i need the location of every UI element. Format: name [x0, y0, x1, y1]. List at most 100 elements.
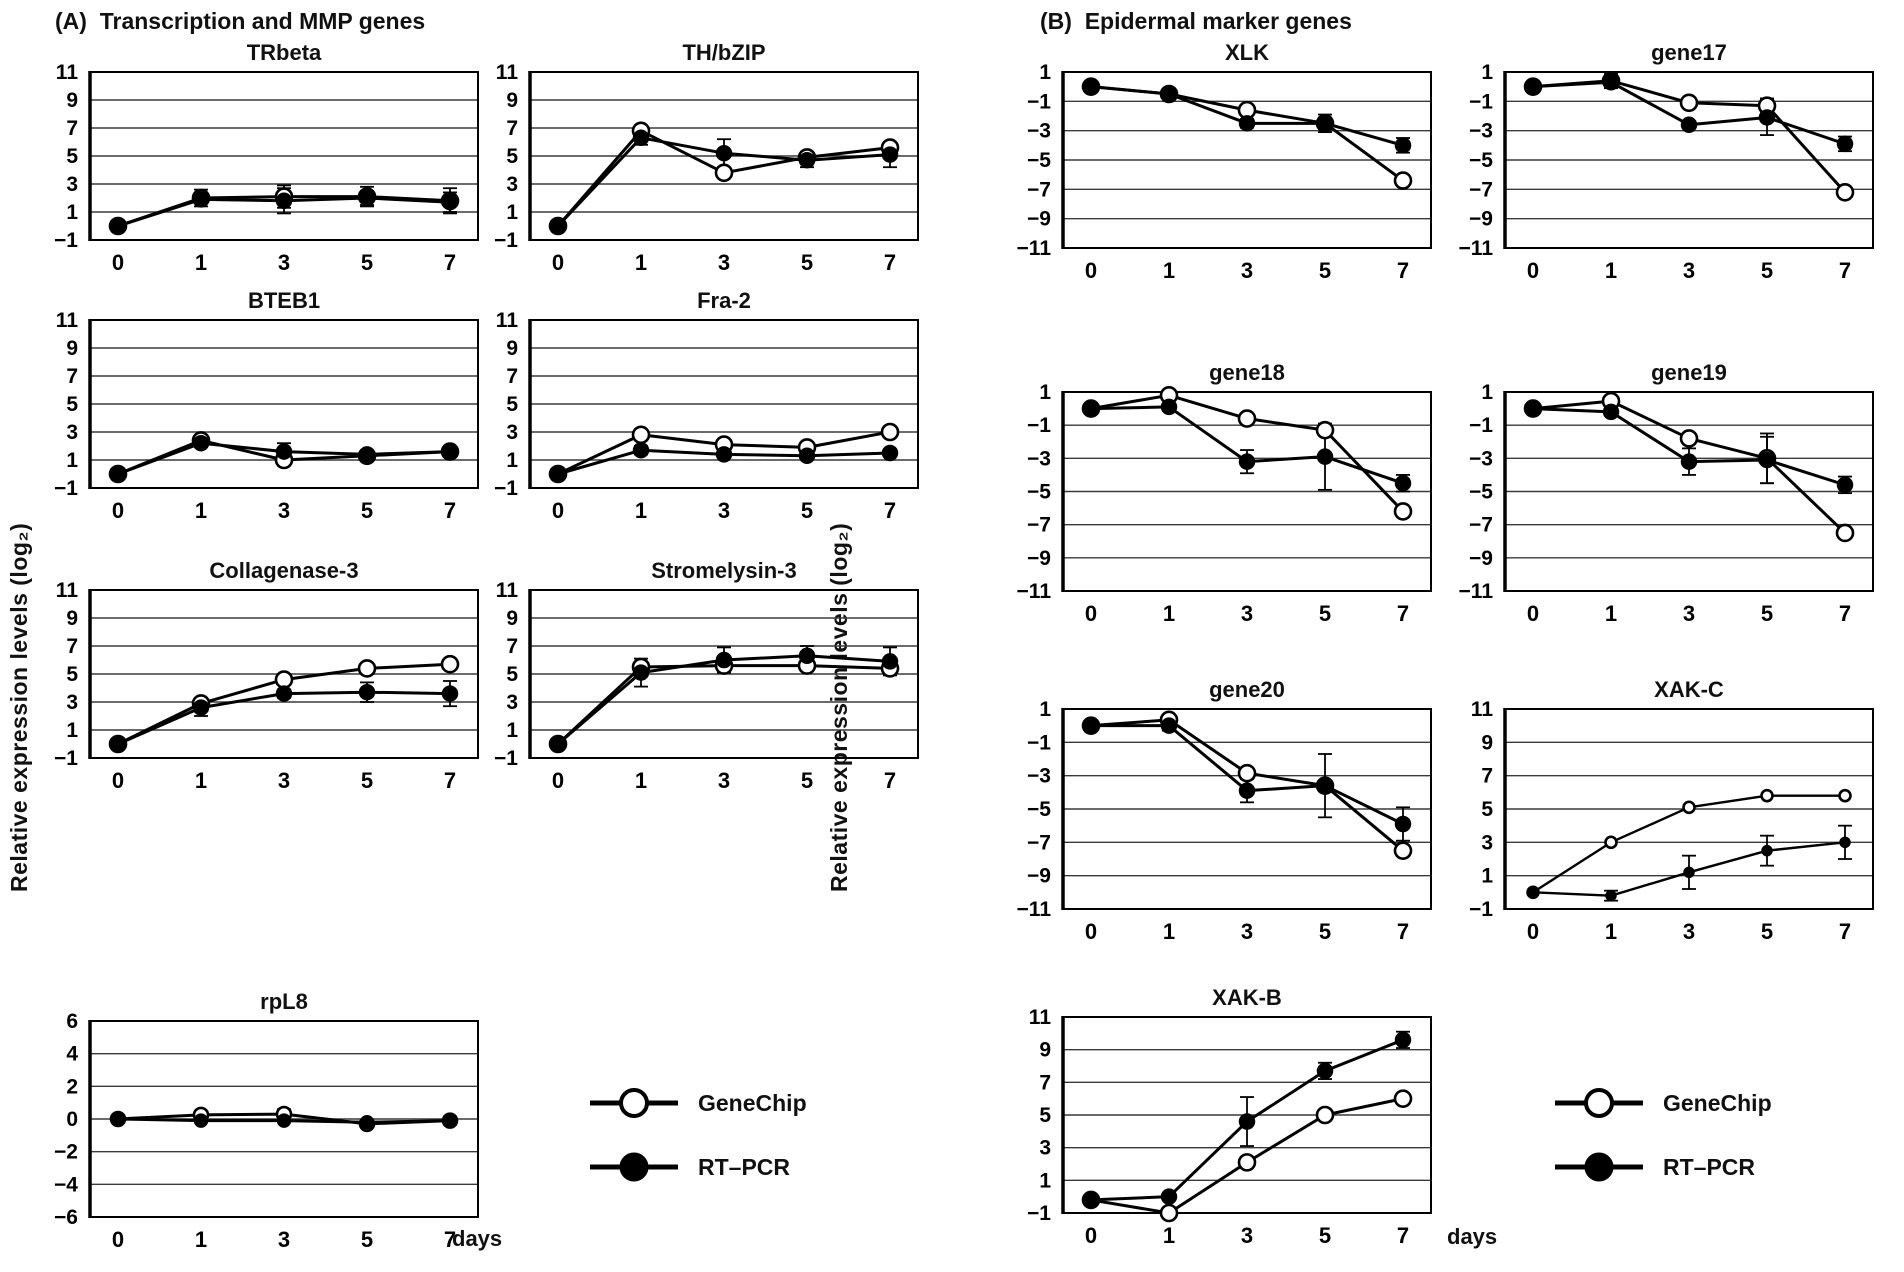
svg-text:1: 1	[506, 449, 518, 472]
svg-text:3: 3	[1241, 258, 1253, 283]
svg-text:3: 3	[66, 691, 78, 714]
svg-text:−9: −9	[1027, 547, 1051, 570]
x-tick-labels: 0 1 3 5 7	[1527, 258, 1851, 283]
svg-text:3: 3	[278, 768, 290, 793]
chart-gene18: gene18 1 −1 −3 −5 −7 −9 −11 0 1 3 5 7	[1001, 356, 1441, 637]
svg-text:5: 5	[66, 663, 78, 686]
chart-title: gene19	[1651, 360, 1727, 385]
svg-text:1: 1	[66, 719, 78, 742]
series-markers-rt-pcr	[1524, 400, 1854, 494]
chart-title: TRbeta	[246, 40, 322, 65]
svg-text:3: 3	[278, 1227, 290, 1252]
svg-text:−1: −1	[1027, 414, 1051, 437]
svg-text:1: 1	[195, 498, 207, 523]
chart-plot-fra2: 11 9 7 5 3 1 −1 0 1 3 5 7	[494, 309, 919, 523]
svg-text:5: 5	[361, 498, 373, 523]
series-markers-rt-pcr	[1082, 398, 1412, 492]
svg-text:11: 11	[1471, 698, 1494, 721]
svg-text:3: 3	[1241, 919, 1253, 944]
chart-plot-xlk: 1 −1 −3 −5 −7 −9 −11 0 1 3 5 7	[1017, 61, 1432, 283]
svg-text:5: 5	[361, 768, 373, 793]
svg-text:3: 3	[506, 421, 518, 444]
y-tick-labels: 11 9 7 5 3 1 −1	[494, 61, 518, 252]
svg-text:−5: −5	[1469, 149, 1493, 172]
svg-text:−11: −11	[1459, 580, 1494, 603]
svg-text:1: 1	[635, 768, 647, 793]
legend-label: GeneChip	[1663, 1089, 1772, 1116]
svg-text:7: 7	[444, 250, 456, 275]
svg-text:5: 5	[1319, 258, 1331, 283]
svg-text:5: 5	[506, 145, 518, 168]
svg-text:−11: −11	[1017, 237, 1052, 260]
svg-text:1: 1	[1605, 919, 1617, 944]
x-tick-labels: 0 1 3 5 7	[1085, 1223, 1409, 1248]
legend-item-genechip: GeneChip	[588, 1080, 807, 1126]
svg-text:3: 3	[1241, 601, 1253, 626]
svg-text:5: 5	[1761, 919, 1773, 944]
y-tick-labels: 11 9 7 5 3 1 −1	[54, 309, 78, 500]
svg-text:5: 5	[1761, 601, 1773, 626]
svg-text:5: 5	[66, 393, 78, 416]
series-line-rt-pcr	[1532, 80, 1846, 146]
svg-text:3: 3	[506, 173, 518, 196]
chart-title: BTEB1	[247, 288, 321, 313]
svg-text:9: 9	[66, 89, 78, 112]
x-tick-labels: 0 1 3 5 7	[1527, 919, 1851, 944]
legend-label: RT–PCR	[1663, 1153, 1756, 1180]
svg-text:7: 7	[1397, 258, 1409, 283]
svg-text:7: 7	[506, 635, 518, 658]
svg-text:−5: −5	[1027, 481, 1051, 504]
svg-text:−5: −5	[1027, 149, 1051, 172]
chart-plot-stromelysin3: 11 9 7 5 3 1 −1 0 1 3 5 7	[494, 579, 919, 793]
chart-collagenase3: Collagenase-3 11 9 7 5 3 1 −1 0 1 3 5 7	[28, 554, 484, 804]
series-markers-genechip	[1526, 788, 1852, 900]
svg-text:7: 7	[444, 1227, 456, 1252]
svg-text:1: 1	[195, 1227, 207, 1252]
svg-text:7: 7	[66, 365, 78, 388]
series-markers-rt-pcr	[1527, 836, 1851, 902]
svg-text:9: 9	[506, 607, 518, 630]
svg-text:7: 7	[66, 117, 78, 140]
x-tick-labels: 0 1 3 5 7	[1085, 258, 1409, 283]
svg-text:9: 9	[66, 607, 78, 630]
chart-bteb1: BTEB1 11 9 7 5 3 1 −1 0 1 3 5 7	[28, 284, 484, 534]
svg-text:7: 7	[1397, 601, 1409, 626]
svg-text:1: 1	[1481, 865, 1493, 888]
svg-text:1: 1	[635, 498, 647, 523]
svg-text:0: 0	[1527, 919, 1539, 944]
panel-b-title: (B) Epidermal marker genes	[1040, 8, 1352, 34]
x-tick-labels: 0 1 3 5 7	[112, 250, 456, 275]
legend-item-rtpcr: RT–PCR	[588, 1144, 807, 1190]
svg-text:−9: −9	[1469, 208, 1493, 231]
svg-text:0: 0	[552, 768, 564, 793]
legend-item-rtpcr: RT–PCR	[1553, 1144, 1772, 1190]
legend-panel-b: GeneChip RT–PCR	[1553, 1080, 1772, 1208]
svg-text:5: 5	[506, 663, 518, 686]
svg-text:3: 3	[1683, 601, 1695, 626]
svg-text:9: 9	[506, 89, 518, 112]
series-markers-genechip	[1523, 71, 1855, 202]
svg-text:5: 5	[801, 498, 813, 523]
chart-thbzip: TH/bZIP 11 9 7 5 3 1 −1 0 1 3 5 7	[468, 36, 924, 286]
svg-text:1: 1	[1163, 601, 1175, 626]
svg-text:3: 3	[1683, 919, 1695, 944]
x-tick-labels: 0 1 3 5 7	[1085, 601, 1409, 626]
svg-text:−9: −9	[1027, 208, 1051, 231]
svg-text:−1: −1	[494, 477, 518, 500]
chart-title: Stromelysin-3	[651, 558, 797, 583]
svg-text:11: 11	[1029, 1006, 1052, 1029]
svg-text:1: 1	[1039, 698, 1051, 721]
x-tick-labels: 0 1 3 5 7	[552, 250, 896, 275]
chart-title: rpL8	[260, 989, 308, 1014]
series-markers-rt-pcr	[1082, 78, 1412, 154]
svg-text:0: 0	[552, 250, 564, 275]
svg-text:−1: −1	[1469, 90, 1493, 113]
x-tick-labels: 0 1 3 5 7	[112, 768, 456, 793]
svg-text:−3: −3	[1027, 765, 1051, 788]
chart-title: gene20	[1209, 677, 1285, 702]
y-tick-labels: 6 4 2 0 −2 −4 −6	[54, 1010, 78, 1229]
chart-plot-xakc: 11 9 7 5 3 1 −1 0 1 3 5 7	[1469, 698, 1874, 944]
svg-text:3: 3	[718, 498, 730, 523]
svg-text:0: 0	[1085, 601, 1097, 626]
